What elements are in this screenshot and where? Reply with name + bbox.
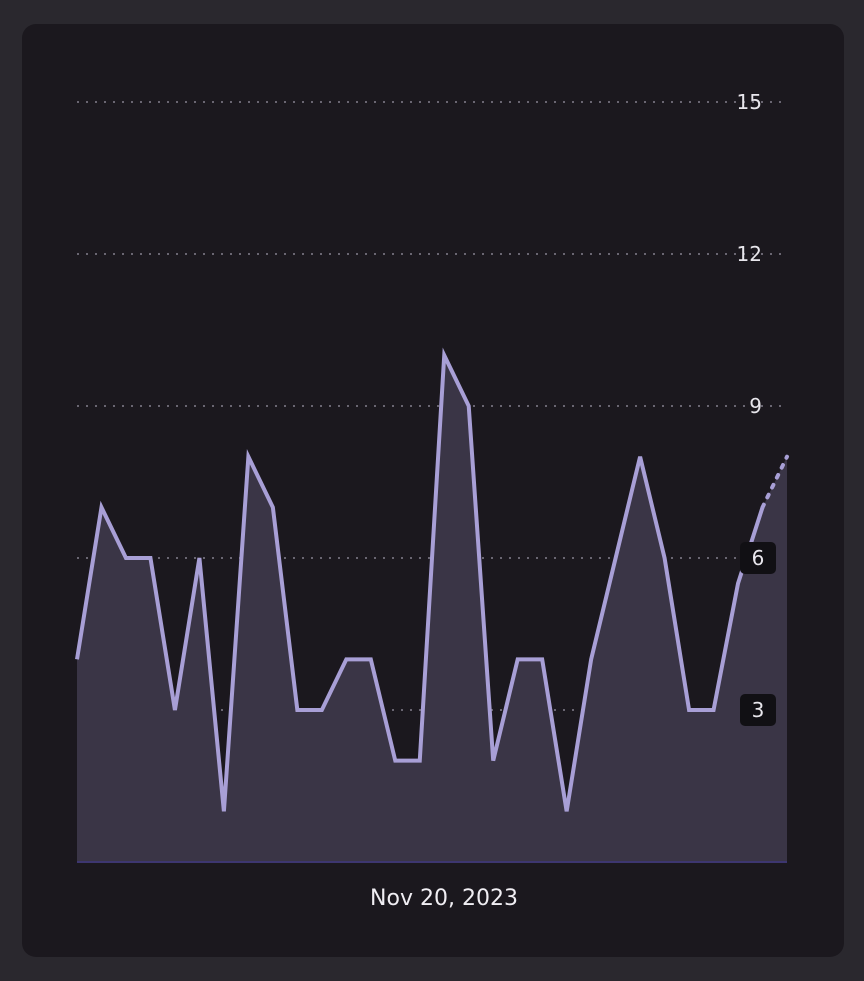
x-axis-label: Nov 20, 2023 [370,886,518,911]
data-point-3 [148,556,152,560]
data-point-19 [540,657,544,661]
data-point-0 [75,657,79,661]
y-tick-label-12: 12 [737,242,762,266]
data-point-12 [369,657,373,661]
data-point-21 [589,657,593,661]
y-tick-label-15: 15 [737,90,762,114]
y-axis-ticks: 3 6 9 12 15 [737,90,776,726]
area-fill-layer [77,355,787,863]
data-point-8 [271,505,275,509]
tick-badge-6 [740,542,776,574]
data-point-29 [785,455,789,459]
data-point-6 [222,809,226,813]
data-point-7 [246,455,250,459]
y-tick-label-6: 6 [752,546,765,570]
data-point-1 [99,505,103,509]
data-point-23 [638,455,642,459]
data-point-16 [467,404,471,408]
data-point-2 [124,556,128,560]
data-point-4 [173,708,177,712]
y-tick-label-9: 9 [749,394,762,418]
data-point-13 [393,759,397,763]
y-tick-label-3: 3 [752,698,765,722]
data-point-18 [516,657,520,661]
series-line [75,347,765,812]
data-point-11 [344,657,348,661]
data-point-20 [565,809,569,813]
series-line-layer [75,347,789,812]
data-point-9 [295,708,299,712]
area-fill [77,355,787,862]
series-line-projected [760,454,789,510]
data-point-15 [442,353,446,357]
data-point-28 [761,505,765,509]
data-point-17 [491,759,495,763]
data-point-24 [663,556,667,560]
data-point-27 [736,581,740,585]
data-point-22 [614,556,618,560]
data-point-10 [320,708,324,712]
data-point-5 [197,556,201,560]
data-point-26 [712,708,716,712]
data-point-14 [418,759,422,763]
tick-badge-3 [740,694,776,726]
data-point-25 [687,708,691,712]
